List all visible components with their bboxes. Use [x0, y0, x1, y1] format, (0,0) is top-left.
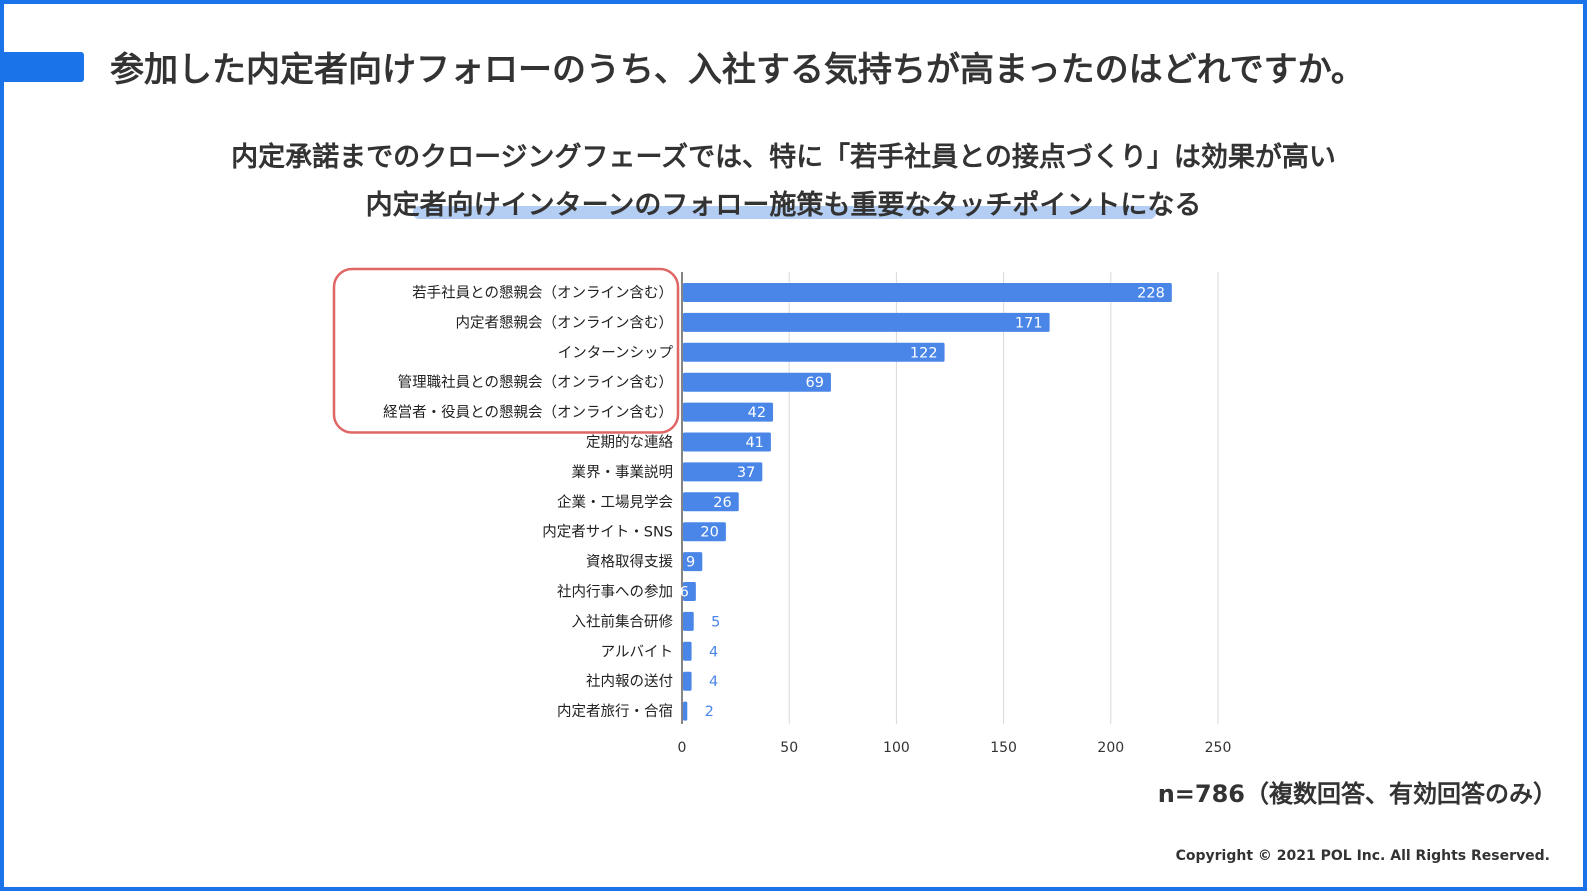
page-title: 参加した内定者向けフォローのうち、入社する気持ちが高まったのはどれですか。 [110, 50, 1365, 90]
data-label: 122 [910, 345, 938, 361]
bar [683, 312, 1050, 332]
category-label: 定期的な連絡 [586, 434, 673, 451]
bar [683, 283, 1172, 302]
data-label: 228 [1137, 286, 1165, 302]
subtitle-highlight [413, 206, 1156, 219]
data-label: 4 [709, 644, 718, 660]
title-accent-bar [4, 52, 84, 82]
x-tick-label: 200 [1097, 740, 1124, 756]
bar [683, 582, 696, 601]
bar [683, 611, 694, 631]
data-label: 41 [745, 435, 763, 451]
bar [683, 522, 726, 542]
bar [683, 641, 692, 661]
x-tick-label: 100 [883, 740, 910, 756]
category-label: 入社前集合研修 [572, 613, 674, 630]
subtitle-line-2-text: 内定者向けインターンのフォロー施策も重要なタッチポイントになる [365, 190, 1202, 221]
data-label: 171 [1015, 315, 1043, 331]
data-label: 20 [700, 525, 718, 541]
data-label: 4 [709, 674, 718, 690]
category-label: 内定者旅行・合宿 [557, 703, 673, 720]
sample-size-note: n=786（複数回答、有効回答のみ） [1157, 780, 1557, 808]
subtitle-line-2: 内定者向けインターンのフォロー施策も重要なタッチポイントになる [0, 183, 1567, 222]
data-label: 69 [805, 375, 823, 391]
data-label: 26 [713, 495, 731, 511]
category-label: 企業・工場見学会 [557, 493, 673, 511]
bar [683, 701, 688, 721]
data-label: 2 [705, 704, 714, 720]
category-label: 業界・事業説明 [572, 464, 674, 481]
data-label: 5 [711, 614, 720, 630]
category-label: 社内報の送付 [586, 673, 673, 690]
bar [683, 342, 945, 362]
x-tick-label: 0 [678, 740, 687, 756]
category-label: 管理職社員との懇親会（オンライン含む） [398, 374, 673, 391]
subtitle-line-1: 内定承諾までのクロージングフェーズでは、特に「若手社員との接点づくり」は効果が高… [231, 142, 1336, 173]
category-label: アルバイト [601, 644, 673, 660]
category-label: 経営者・役員との懇親会（オンライン含む） [383, 404, 673, 421]
bar [683, 402, 774, 422]
bar [683, 552, 703, 572]
x-tick-label: 250 [1205, 740, 1232, 756]
bar [683, 432, 771, 452]
bar [683, 492, 739, 512]
category-label: 資格取得支援 [586, 554, 673, 571]
category-label: 内定者サイト・SNS [542, 524, 673, 541]
category-label: 若手社員との懇親会（オンライン含む） [412, 285, 673, 302]
highlight-box [332, 267, 680, 434]
bar [683, 462, 763, 482]
data-label: 42 [748, 405, 766, 421]
category-label: 社内行事への参加 [557, 584, 673, 601]
data-label: 37 [737, 465, 755, 481]
copyright: Copyright © 2021 POL Inc. All Rights Res… [1175, 848, 1550, 864]
category-label: 内定者懇親会（オンライン含む） [456, 314, 674, 331]
category-label: インターンシップ [558, 344, 674, 361]
bar [683, 671, 692, 691]
data-label: 9 [686, 555, 695, 571]
x-tick-label: 150 [990, 740, 1017, 756]
x-tick-label: 50 [780, 740, 798, 756]
data-label: 6 [680, 585, 689, 601]
bar [683, 372, 831, 392]
